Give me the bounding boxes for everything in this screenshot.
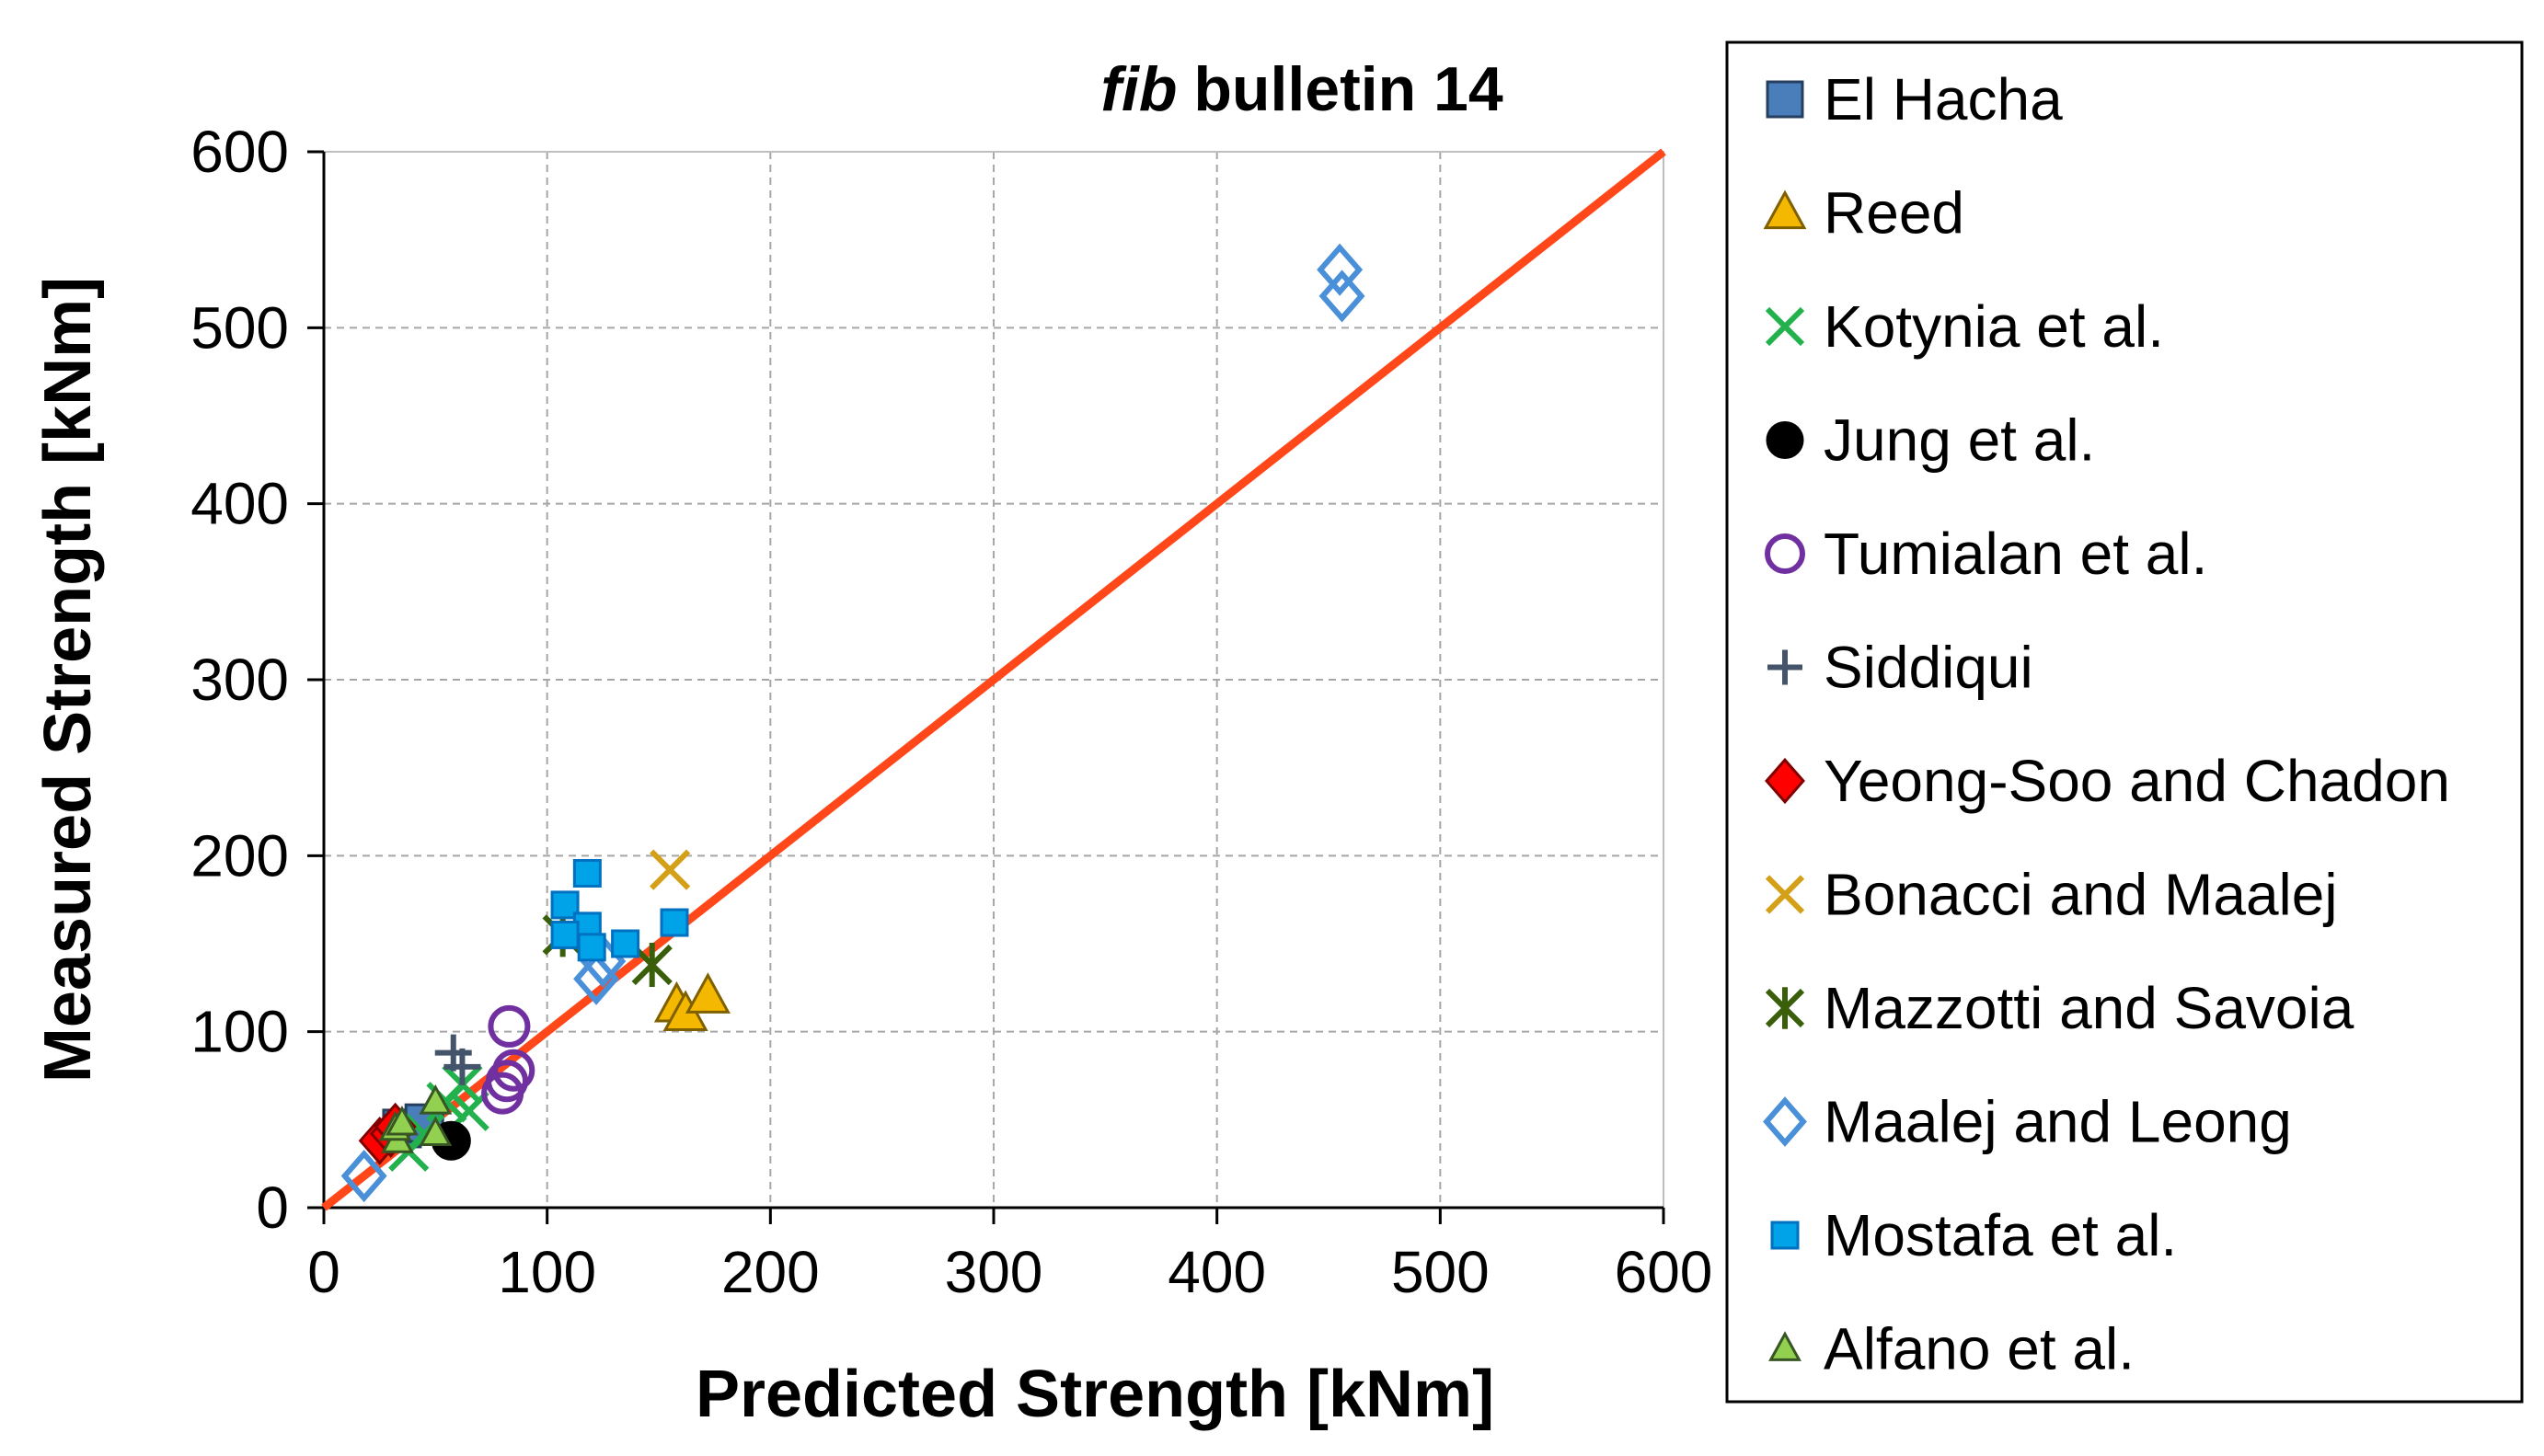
data-point [385,1105,419,1136]
legend-item-reed: Reed [1763,180,1964,246]
legend-label: Maalej and Leong [1824,1089,2292,1155]
reference-line-group [321,148,1666,1211]
data-point [572,858,602,888]
reference-line [321,148,1666,1211]
legend-marker [1763,189,1807,230]
legend-item-maalej-and-leong: Maalej and Leong [1763,1089,2292,1155]
legend-item-el-hacha: El Hacha [1766,66,2063,132]
series-alfano-et-al [378,1083,453,1153]
legend-item-mazzotti-and-savoia: Mazzotti and Savoia [1765,975,2354,1041]
data-point [685,972,731,1014]
legend-box [1725,40,2524,1404]
y-tick-label: 500 [190,294,289,361]
legend-marker [1765,987,1805,1029]
x-tick-label: 400 [1168,1239,1266,1305]
x-tick-label: 300 [945,1239,1043,1305]
data-point [1317,243,1364,296]
x-tick-label: 600 [1615,1239,1713,1305]
y-tick-label: 300 [190,647,289,713]
y-axis-title: Measured Strength [kNm] [31,277,105,1083]
legend-label: Reed [1824,180,1964,246]
data-point [1318,269,1365,323]
legend-label: Jung et al. [1824,407,2095,474]
legend-marker [1765,757,1805,805]
legend-label: Mazzotti and Savoia [1824,975,2354,1041]
data-point [573,952,620,1005]
axes: 0 100 200 300 400 500 600 0 100 200 300 400 500 600 [190,119,1712,1305]
data-point [481,1072,524,1115]
legend-marker [1766,80,1804,119]
legend-marker [1765,533,1805,574]
x-axis-title: Predicted Strength [kNm] [696,1358,1494,1431]
data-point [443,1048,481,1085]
legend-marker [1767,649,1802,685]
x-tick-label: 500 [1391,1239,1490,1305]
legend-item-mostafa-et-al: Mostafa et al. [1770,1202,2177,1268]
legend-marker [1765,875,1805,914]
data-point [611,929,640,958]
legend-item-siddiqui: Siddiqui [1767,635,2033,701]
legend-item-jung-et-al: Jung et al. [1766,407,2095,474]
legend-label: Alfano et al. [1824,1316,2135,1382]
legend-label: Yeong-Soo and Chadon [1824,748,2450,814]
y-tick-label: 400 [190,471,289,537]
data-point [631,942,673,987]
y-tick-label: 100 [190,999,289,1065]
legend-marker [1763,1096,1807,1147]
data-point [660,908,689,937]
legend-label: El Hacha [1824,66,2063,132]
data-point [650,849,691,890]
series-siddiqui [434,1034,481,1085]
legend-marker [1766,421,1804,459]
y-tick-label: 600 [190,119,289,185]
legend-label: Bonacci and Maalej [1824,862,2338,928]
series-reed [653,972,731,1032]
series-tumialan-et-al [481,1004,535,1115]
legend-marker [1768,1331,1802,1361]
legend: El Hacha Reed Kotynia et al. Jung et al. Tum… [1763,66,2450,1382]
chart-title-italic: fib [1100,54,1177,124]
x-tick-label: 200 [721,1239,820,1305]
y-tick-label: 200 [190,822,289,889]
legend-item-bonacci-and-maalej: Bonacci and Maalej [1765,862,2338,928]
x-tick-label: 100 [498,1239,596,1305]
data-point [577,933,606,962]
legend-label: Kotynia et al. [1824,293,2164,360]
series-mostafa-et-al [550,858,689,962]
legend-item-alfano-et-al: Alfano et al. [1768,1316,2135,1382]
legend-item-kotynia-et-al: Kotynia et al. [1765,293,2164,360]
chart-title: fib bulletin 14 [1100,54,1503,124]
legend-item-tumialan-et-al: Tumialan et al. [1765,521,2207,587]
legend-marker [1765,306,1805,347]
legend-label: Siddiqui [1824,635,2033,701]
x-tick-label: 0 [307,1239,340,1305]
chart-title-text: bulletin 14 [1193,54,1502,124]
data-point [550,920,580,949]
legend-marker [1770,1221,1800,1250]
data-points [340,243,1365,1203]
data-point [488,1004,531,1048]
data-point [340,1150,387,1203]
data-point [419,1083,453,1115]
series-bonacci-and-maalej [650,849,691,890]
legend-label: Mostafa et al. [1824,1202,2177,1268]
legend-item-yeong-soo-and-chadon: Yeong-Soo and Chadon [1765,748,2450,814]
y-tick-label: 0 [256,1175,289,1241]
legend-label: Tumialan et al. [1824,521,2207,587]
data-point [419,1116,453,1147]
